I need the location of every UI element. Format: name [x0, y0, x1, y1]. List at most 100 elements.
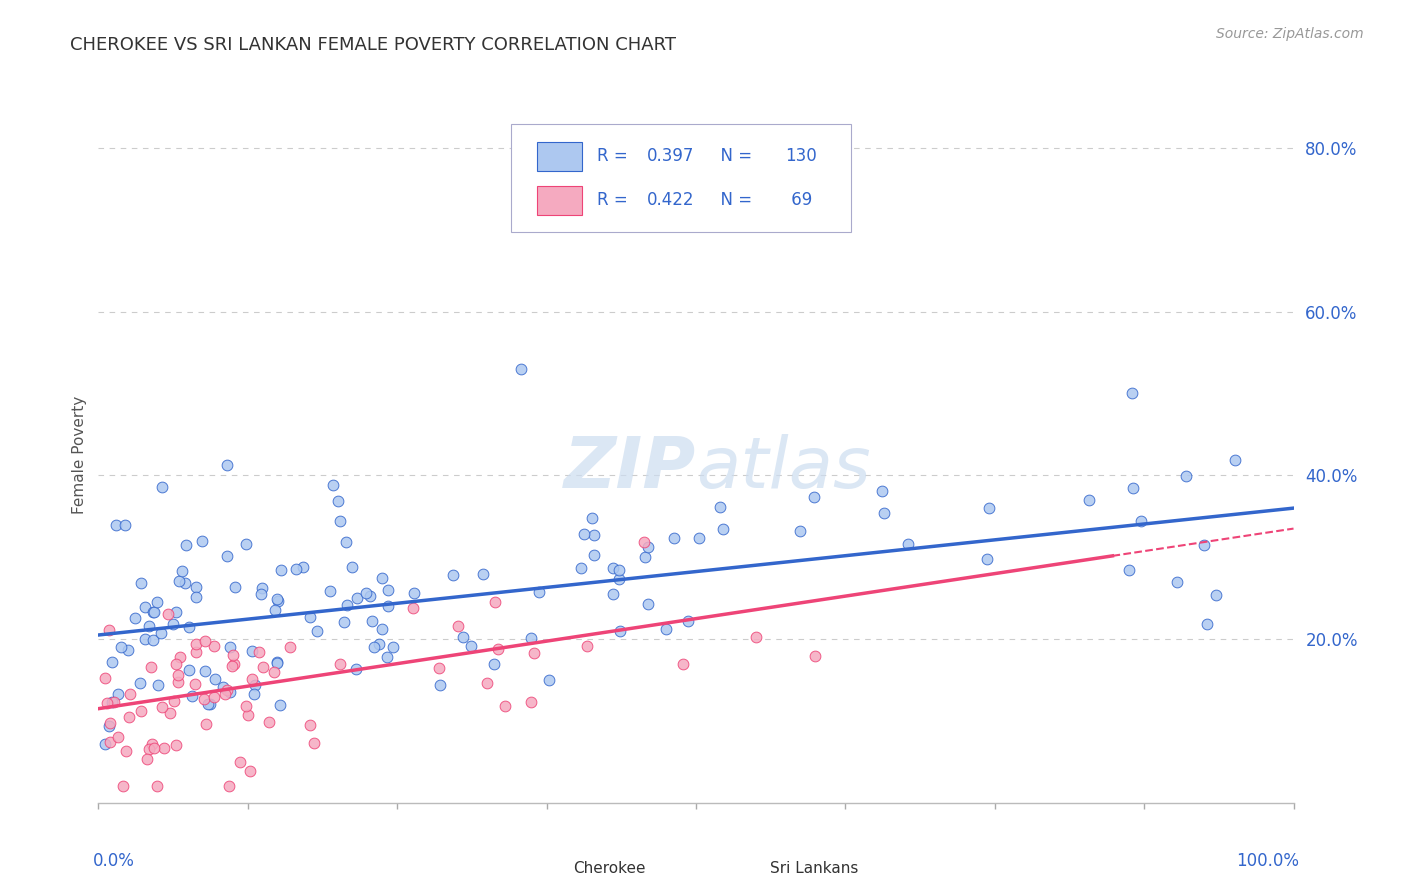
Point	[134, 599, 156, 614]
Point	[263, 665, 285, 679]
Point	[1078, 493, 1101, 508]
Point	[202, 690, 225, 704]
Point	[186, 637, 208, 651]
Point	[654, 622, 676, 636]
Point	[107, 687, 129, 701]
Point	[979, 501, 1001, 516]
Point	[382, 640, 405, 654]
Point	[633, 534, 655, 549]
Point	[96, 696, 118, 710]
Point	[250, 581, 273, 595]
Point	[129, 576, 152, 591]
Point	[152, 741, 174, 756]
Point	[165, 738, 187, 752]
Point	[219, 684, 242, 698]
Point	[804, 648, 827, 663]
Point	[634, 550, 657, 565]
Point	[202, 639, 225, 653]
Point	[141, 737, 163, 751]
Text: 100.0%: 100.0%	[1236, 852, 1299, 870]
Point	[238, 707, 260, 722]
Point	[482, 657, 505, 672]
Point	[688, 532, 710, 546]
Point	[180, 689, 202, 703]
Text: 69: 69	[786, 191, 811, 210]
Point	[354, 586, 377, 600]
Point	[131, 704, 153, 718]
Point	[228, 755, 250, 769]
Point	[224, 580, 246, 594]
Point	[194, 634, 217, 648]
Point	[346, 591, 368, 605]
Point	[184, 677, 207, 691]
Point	[245, 678, 267, 692]
Point	[484, 594, 506, 608]
Text: R =: R =	[596, 147, 633, 165]
Y-axis label: Female Poverty: Female Poverty	[72, 396, 87, 514]
Point	[672, 657, 695, 671]
Point	[221, 658, 243, 673]
Point	[240, 673, 263, 687]
Point	[150, 700, 173, 714]
Point	[117, 643, 139, 657]
Point	[427, 661, 450, 675]
Bar	[537, 186, 582, 215]
Point	[186, 644, 208, 658]
Point	[494, 698, 516, 713]
Point	[114, 744, 136, 758]
Point	[165, 605, 187, 619]
Point	[215, 682, 238, 697]
Point	[447, 619, 470, 633]
Point	[475, 675, 498, 690]
Point	[184, 580, 207, 594]
Point	[134, 632, 156, 647]
Point	[429, 678, 451, 692]
Point	[711, 522, 734, 536]
Point	[218, 640, 240, 654]
Point	[1205, 588, 1227, 602]
Point	[249, 587, 271, 601]
Point	[129, 675, 152, 690]
FancyBboxPatch shape	[510, 124, 851, 232]
Point	[146, 678, 169, 692]
Point	[803, 490, 825, 504]
Text: N =: N =	[710, 191, 758, 210]
Point	[167, 674, 190, 689]
Point	[678, 614, 700, 628]
Text: Cherokee: Cherokee	[572, 862, 645, 877]
Point	[97, 623, 120, 637]
Point	[298, 609, 321, 624]
Point	[264, 603, 287, 617]
Point	[136, 752, 159, 766]
Point	[146, 594, 169, 608]
Point	[217, 458, 239, 473]
Point	[363, 640, 385, 654]
Point	[195, 716, 218, 731]
Point	[709, 500, 731, 514]
Point	[451, 630, 474, 644]
Point	[267, 594, 290, 608]
Point	[118, 709, 141, 723]
Point	[1130, 514, 1153, 528]
Point	[307, 624, 329, 639]
Point	[329, 657, 352, 672]
Point	[174, 538, 197, 552]
Point	[114, 518, 136, 533]
Point	[359, 589, 381, 603]
Point	[322, 477, 344, 491]
Point	[574, 527, 596, 541]
Point	[402, 585, 425, 599]
Point	[1195, 617, 1218, 632]
Point	[662, 531, 685, 545]
Point	[1121, 385, 1143, 400]
Bar	[725, 858, 756, 880]
Point	[582, 528, 605, 542]
Point	[146, 780, 169, 794]
Point	[142, 633, 165, 648]
Text: N =: N =	[710, 147, 758, 165]
Point	[745, 630, 768, 644]
Point	[163, 693, 186, 707]
Point	[101, 656, 124, 670]
Point	[266, 655, 288, 669]
Point	[333, 615, 356, 629]
